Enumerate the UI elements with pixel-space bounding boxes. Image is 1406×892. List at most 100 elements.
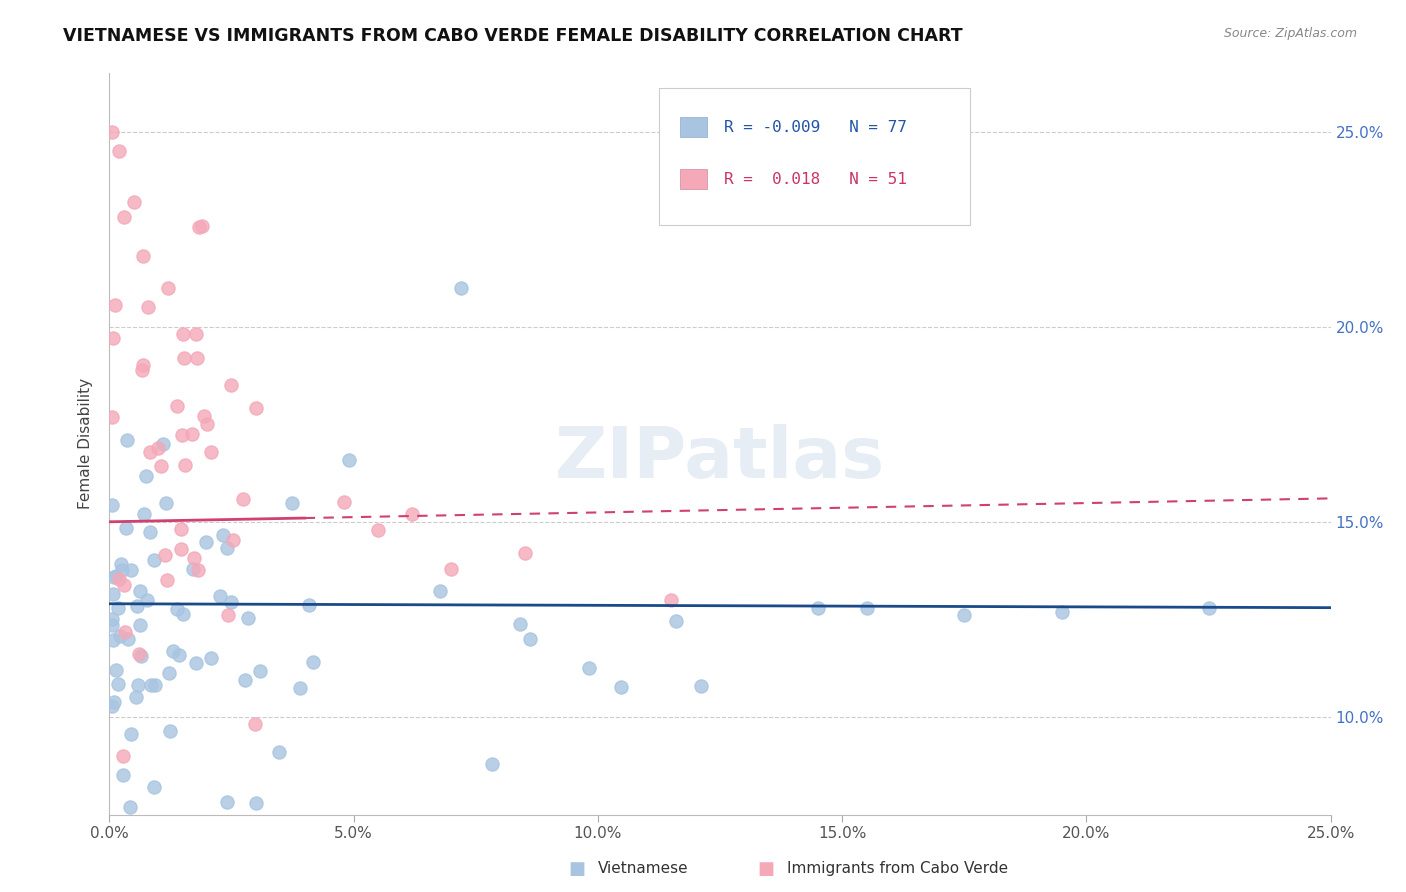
Point xyxy=(174,458,197,472)
Point xyxy=(139,524,162,539)
Point xyxy=(513,546,536,560)
Point xyxy=(112,578,135,592)
Point xyxy=(221,378,243,392)
Point xyxy=(187,220,209,235)
Text: ZIPatlas: ZIPatlas xyxy=(555,424,884,493)
Text: R = -0.009   N = 77: R = -0.009 N = 77 xyxy=(724,120,907,135)
Point xyxy=(249,664,271,678)
Point xyxy=(181,562,204,576)
Point xyxy=(215,541,238,555)
Point xyxy=(333,495,356,509)
Point xyxy=(128,584,150,599)
Point xyxy=(129,648,152,663)
Point xyxy=(138,445,160,459)
Point xyxy=(167,648,190,662)
Point xyxy=(481,756,503,771)
Point xyxy=(281,496,304,510)
Point xyxy=(180,426,202,441)
Point xyxy=(689,679,711,693)
Point xyxy=(187,563,209,577)
Point xyxy=(120,563,142,577)
Point xyxy=(101,587,124,601)
Point xyxy=(135,592,157,607)
Point xyxy=(245,717,267,731)
Point xyxy=(509,617,531,632)
Point xyxy=(103,569,125,583)
Point xyxy=(112,211,135,225)
Text: VIETNAMESE VS IMMIGRANTS FROM CABO VERDE FEMALE DISABILITY CORRELATION CHART: VIETNAMESE VS IMMIGRANTS FROM CABO VERDE… xyxy=(63,27,963,45)
Point xyxy=(156,280,179,294)
Point xyxy=(122,194,145,209)
Point xyxy=(111,749,134,764)
Point xyxy=(173,351,195,365)
Point xyxy=(170,541,193,556)
Point xyxy=(172,607,194,622)
Point xyxy=(450,280,472,294)
Text: Vietnamese: Vietnamese xyxy=(598,862,688,876)
Point xyxy=(125,690,148,704)
Y-axis label: Female Disability: Female Disability xyxy=(79,378,93,509)
Point xyxy=(108,629,131,643)
Text: R =  0.018   N = 51: R = 0.018 N = 51 xyxy=(724,171,907,186)
Point xyxy=(429,583,451,598)
Point xyxy=(100,124,122,138)
Point xyxy=(120,726,142,740)
Point xyxy=(519,632,541,647)
Point xyxy=(139,677,162,691)
Point xyxy=(115,521,138,535)
Text: ■: ■ xyxy=(568,860,585,878)
Point xyxy=(215,795,238,809)
Point xyxy=(127,678,149,692)
Point xyxy=(186,351,208,365)
Point xyxy=(1198,600,1220,615)
Point xyxy=(211,528,233,542)
Point xyxy=(659,592,682,607)
Point xyxy=(172,327,194,342)
Point xyxy=(245,796,267,810)
Point xyxy=(115,433,138,447)
Point xyxy=(172,428,194,442)
Point xyxy=(152,437,174,451)
Point xyxy=(298,599,321,613)
Point xyxy=(217,607,239,622)
Point xyxy=(232,491,254,506)
Point xyxy=(156,573,179,587)
Point xyxy=(166,602,188,616)
Point xyxy=(193,409,215,424)
Point xyxy=(101,632,124,647)
Point xyxy=(101,698,124,713)
FancyBboxPatch shape xyxy=(659,87,970,225)
Point xyxy=(128,617,150,632)
Point xyxy=(153,548,176,562)
Point xyxy=(440,561,463,575)
Text: Immigrants from Cabo Verde: Immigrants from Cabo Verde xyxy=(787,862,1008,876)
Point xyxy=(269,745,291,759)
Point xyxy=(132,507,155,521)
Point xyxy=(578,661,600,675)
Point xyxy=(157,665,180,680)
Point xyxy=(208,589,231,603)
Point xyxy=(136,300,159,314)
Point xyxy=(807,600,830,615)
Text: Source: ZipAtlas.com: Source: ZipAtlas.com xyxy=(1223,27,1357,40)
Point xyxy=(367,523,389,537)
Point xyxy=(120,799,142,814)
Point xyxy=(610,681,633,695)
Point xyxy=(290,681,312,695)
Point xyxy=(135,468,157,483)
Point xyxy=(105,569,128,583)
Point xyxy=(131,362,153,376)
Point xyxy=(195,417,218,432)
Point xyxy=(132,359,155,373)
Point xyxy=(183,551,205,566)
Point xyxy=(103,695,125,709)
Point xyxy=(143,678,166,692)
Point xyxy=(219,595,242,609)
Point xyxy=(107,677,129,691)
Point xyxy=(302,655,325,669)
Point xyxy=(245,401,267,415)
Point xyxy=(184,326,207,341)
Point xyxy=(146,442,169,456)
Point xyxy=(117,632,139,646)
Point xyxy=(200,445,222,459)
